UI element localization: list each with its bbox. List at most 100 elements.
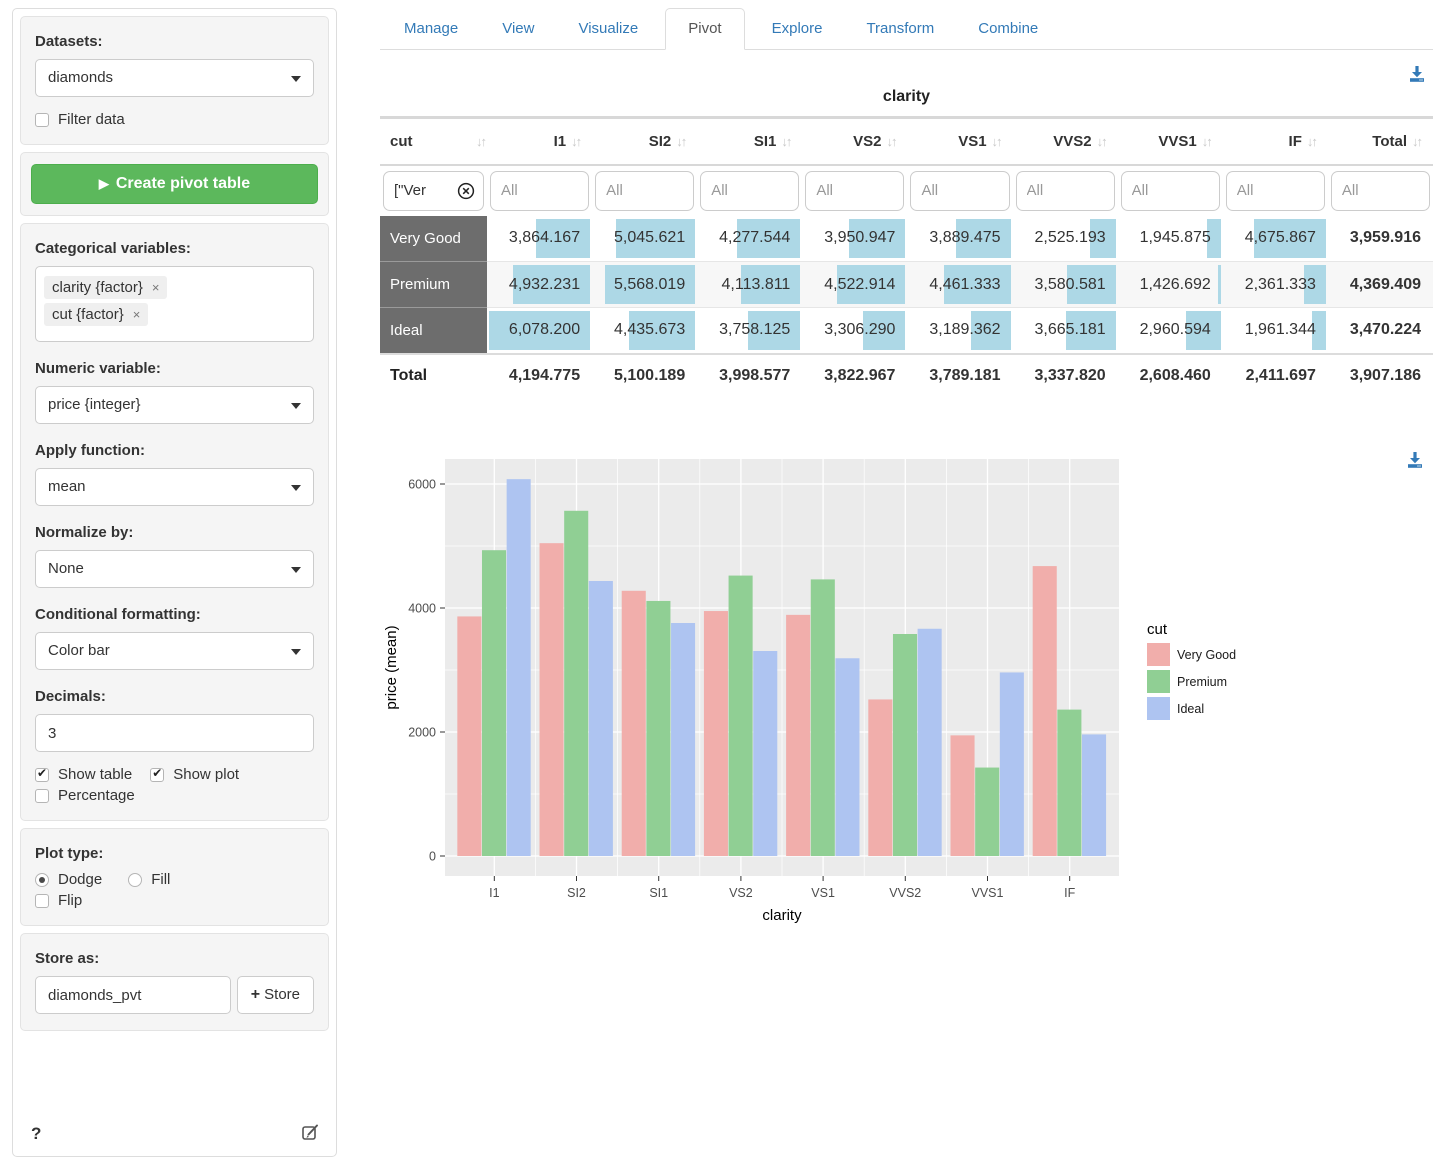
percentage-checkbox[interactable]: [35, 788, 49, 803]
edit-pencil-icon[interactable]: [301, 1122, 320, 1146]
fill-radio[interactable]: [128, 872, 143, 887]
pivot-cell: 4,675.867: [1223, 216, 1328, 262]
filter-data-checkbox[interactable]: [35, 112, 49, 127]
categorical-variables-input[interactable]: clarity {factor} × cut {factor} ×: [35, 266, 314, 342]
download-plot-icon[interactable]: [1405, 450, 1425, 475]
numeric-variable-label: Numeric variable:: [35, 360, 161, 377]
apply-function-select[interactable]: mean: [35, 468, 314, 506]
conditional-formatting-select[interactable]: Color bar: [35, 632, 314, 670]
column-header-if[interactable]: IF ↓↑: [1222, 116, 1328, 166]
color-bar: [970, 311, 1011, 350]
svg-text:VS1: VS1: [811, 886, 835, 900]
filter-input-total[interactable]: [1330, 170, 1430, 211]
sort-icon[interactable]: ↓↑: [1096, 133, 1108, 149]
show-plot-label: Show plot: [173, 766, 240, 783]
bar-i1-very-good: [457, 615, 482, 856]
sort-icon[interactable]: ↓↑: [1412, 133, 1423, 149]
bar-si1-premium: [646, 600, 671, 856]
download-table-icon[interactable]: [1407, 64, 1427, 86]
sort-icon[interactable]: ↓↑: [1306, 133, 1318, 149]
sort-icon[interactable]: ↓↑: [991, 133, 1003, 149]
sort-icon[interactable]: ↓↑: [781, 133, 792, 149]
row-total-cell: 3,470.224: [1327, 307, 1433, 354]
show-table-checkbox[interactable]: [35, 766, 49, 782]
filter-input-vvs1[interactable]: [1120, 170, 1220, 211]
show-plot-checkbox[interactable]: [150, 766, 165, 782]
dodge-label: Dodge: [58, 871, 103, 888]
color-bar: [849, 218, 906, 258]
tab-explore[interactable]: Explore: [771, 20, 823, 37]
filter-input-i1[interactable]: [490, 170, 590, 211]
categorical-variable-tag[interactable]: clarity {factor} ×: [44, 276, 168, 299]
categorical-variable-tag[interactable]: cut {factor} ×: [44, 303, 149, 326]
clear-filter-icon[interactable]: [457, 182, 475, 205]
store-name-input[interactable]: [35, 976, 231, 1014]
column-header-vs1[interactable]: VS1 ↓↑: [907, 116, 1013, 166]
normalize-by-select[interactable]: None: [35, 550, 314, 588]
filter-input-vvs2[interactable]: [1015, 170, 1115, 211]
store-as-label: Store as:: [35, 950, 100, 967]
dataset-select-value: diamonds: [48, 69, 114, 86]
tab-transform[interactable]: Transform: [866, 20, 935, 37]
total-cell: 3,998.577: [697, 352, 803, 398]
color-bar: [955, 218, 1011, 258]
tab-visualize[interactable]: Visualize: [578, 20, 639, 37]
dataset-select[interactable]: diamonds: [35, 59, 314, 97]
bar-si1-ideal: [671, 622, 696, 856]
column-header-vs2[interactable]: VS2 ↓↑: [802, 116, 908, 166]
flip-checkbox[interactable]: [35, 893, 49, 908]
filter-data-label: Filter data: [58, 111, 125, 128]
column-header-vvs1[interactable]: VVS1 ↓↑: [1117, 116, 1223, 166]
remove-tag-icon[interactable]: ×: [132, 307, 141, 322]
filter-input-vs1[interactable]: [910, 170, 1010, 211]
help-icon[interactable]: ?: [31, 1124, 42, 1143]
sort-icon[interactable]: ↓↑: [676, 133, 687, 149]
filter-input-si2[interactable]: [595, 170, 695, 211]
tab-pivot[interactable]: Pivot: [665, 8, 745, 50]
column-header-cut[interactable]: cut ↓↑: [380, 116, 487, 166]
bar-vvs2-ideal: [917, 628, 942, 856]
numeric-variable-select[interactable]: price {integer}: [35, 386, 314, 424]
row-total-cell: 3,959.916: [1349, 229, 1421, 247]
pivot-cell: 4,461.333: [907, 261, 1013, 308]
color-bar: [1207, 218, 1221, 258]
sort-icon[interactable]: ↓↑: [1201, 133, 1213, 149]
filter-input-if[interactable]: [1225, 170, 1325, 211]
sort-icon[interactable]: ↓↑: [886, 133, 897, 149]
cut-filter-input[interactable]: [383, 170, 484, 211]
color-bar: [628, 311, 696, 350]
sidebar: Datasets: diamonds Filter data ▶ Create p…: [12, 8, 337, 1157]
pivot-cell: 1,961.344: [1222, 307, 1328, 354]
pivot-cell: 4,113.811: [697, 261, 803, 308]
dodge-radio[interactable]: [35, 872, 49, 887]
color-bar: [748, 311, 801, 350]
column-header-si1[interactable]: SI1 ↓↑: [697, 116, 803, 166]
plus-icon: +: [250, 986, 261, 1003]
tab-combine[interactable]: Combine: [978, 20, 1039, 37]
tab-view[interactable]: View: [502, 20, 535, 37]
table-row[interactable]: Ideal 6,078.200 4,435.673 3,758.125 3,306.29…: [380, 307, 1433, 354]
chevron-down-icon: [291, 485, 301, 491]
bar-si2-ideal: [588, 580, 613, 856]
pivot-cell: 1,945.875: [1118, 216, 1223, 262]
table-row[interactable]: Premium 4,932.231 5,568.019 4,113.811 4,522.…: [380, 261, 1433, 308]
sort-icon[interactable]: ↓↑: [571, 133, 582, 149]
column-header-si2[interactable]: SI2 ↓↑: [592, 116, 698, 166]
play-icon: ▶: [98, 176, 109, 191]
pivot-cell: 4,522.914: [802, 261, 908, 308]
column-header-total[interactable]: Total ↓↑: [1327, 116, 1433, 166]
create-pivot-table-button[interactable]: ▶ Create pivot table: [31, 164, 318, 204]
tab-manage[interactable]: Manage: [404, 20, 459, 37]
column-header-i1[interactable]: I1 ↓↑: [487, 116, 593, 166]
filter-input-si1[interactable]: [700, 170, 800, 211]
remove-tag-icon[interactable]: ×: [151, 280, 160, 295]
table-row[interactable]: Very Good 3,864.167 5,045.621 4,277.544 3,95…: [380, 215, 1433, 262]
column-header-vvs2[interactable]: VVS2 ↓↑: [1012, 116, 1118, 166]
color-bar: [837, 265, 906, 304]
sort-icon[interactable]: ↓↑: [476, 133, 487, 149]
store-button[interactable]: + Store: [236, 976, 314, 1014]
color-bar: [1312, 311, 1326, 350]
filter-input-vs2[interactable]: [805, 170, 905, 211]
controls-panel: Categorical variables: clarity {factor} ×…: [20, 223, 329, 821]
decimals-input[interactable]: [35, 714, 314, 752]
